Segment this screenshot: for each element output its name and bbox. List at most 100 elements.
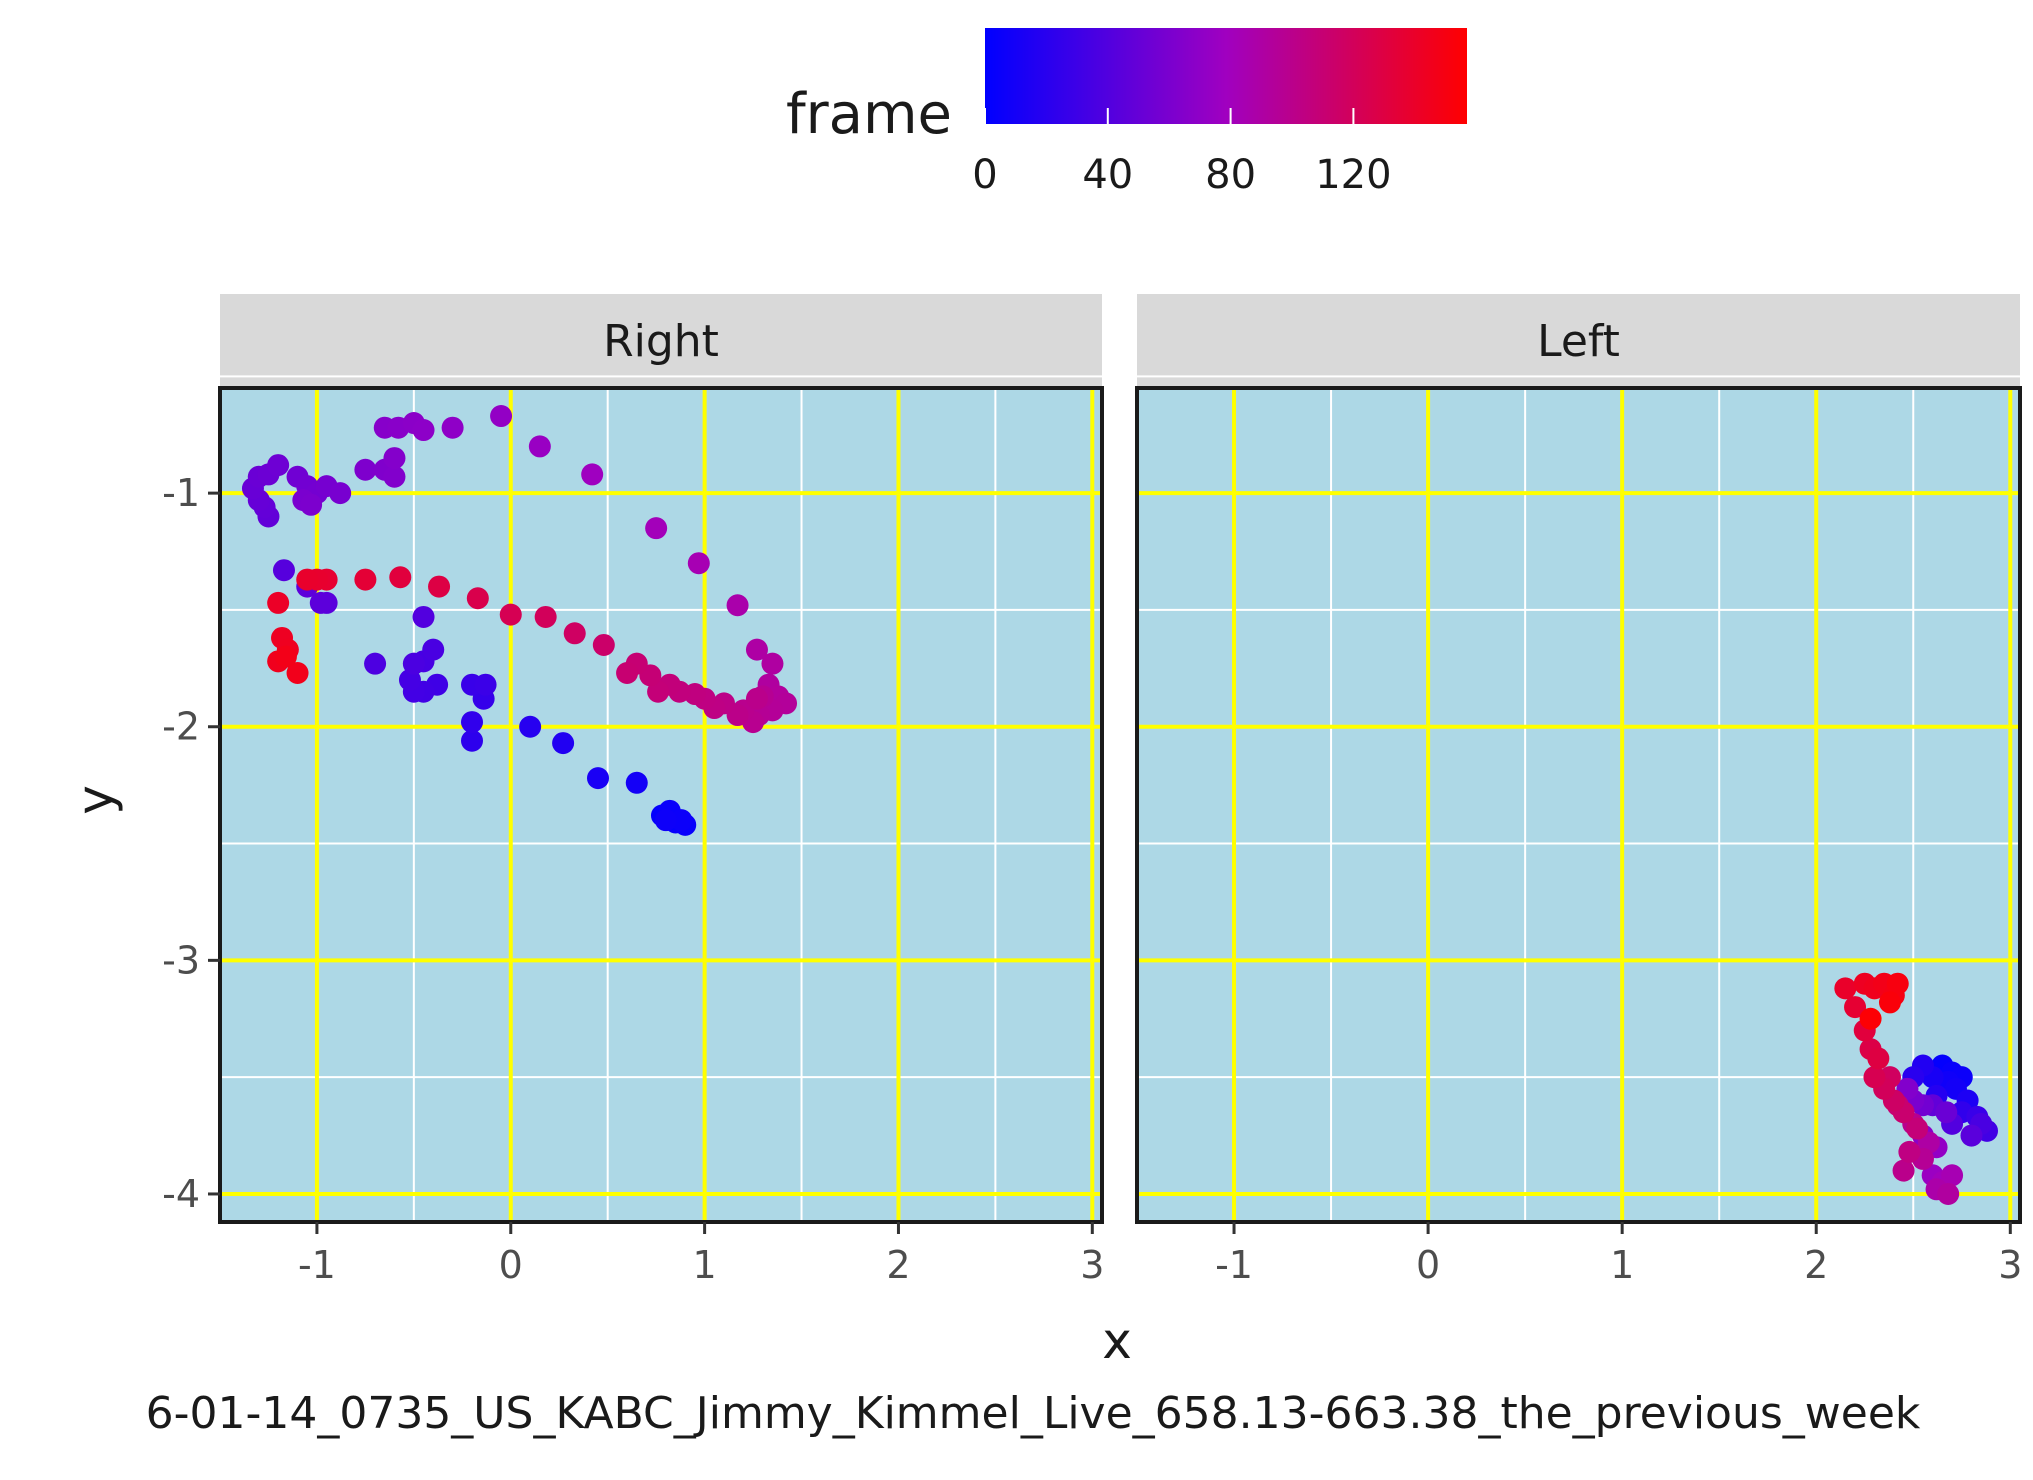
data-point — [286, 662, 309, 685]
color-legend: frame 0 40 80 120 — [786, 28, 1467, 198]
data-point — [490, 405, 513, 428]
data-points — [241, 405, 798, 836]
data-point — [1960, 1124, 1983, 1147]
facet-strip — [220, 294, 1102, 388]
x-tick-label: 0 — [1416, 1243, 1440, 1287]
data-point — [474, 673, 497, 696]
data-point — [383, 465, 406, 488]
y-tick-label: -4 — [162, 1172, 200, 1216]
data-point — [745, 638, 768, 661]
facet-panel-right: Right -1 0 1 2 3 — [218, 294, 1104, 1287]
data-points — [1834, 972, 1999, 1205]
data-point — [499, 603, 522, 626]
legend-tick-label: 80 — [1205, 152, 1256, 198]
data-point — [761, 652, 784, 675]
x-tick-label: 1 — [693, 1243, 717, 1287]
data-point — [552, 732, 575, 755]
data-point — [428, 575, 451, 598]
data-point — [364, 652, 387, 675]
x-tick-label: 0 — [499, 1243, 523, 1287]
data-point — [687, 552, 710, 575]
data-point — [1941, 1164, 1964, 1187]
chart-caption: 6-01-14_0735_US_KABC_Jimmy_Kimmel_Live_6… — [146, 1388, 1921, 1439]
data-point — [616, 662, 639, 685]
data-point — [461, 729, 483, 752]
x-tick-label: 3 — [1998, 1243, 2022, 1287]
x-tick-label: 2 — [1804, 1243, 1828, 1287]
x-tick-label: 2 — [886, 1243, 910, 1287]
data-point — [296, 568, 319, 591]
data-point — [329, 482, 352, 505]
legend-colorbar — [985, 28, 1467, 124]
y-tick-label: -1 — [162, 471, 200, 515]
facet-strip-label: Left — [1537, 316, 1620, 367]
legend-tick-label: 120 — [1315, 152, 1391, 198]
data-point — [1898, 1140, 1921, 1163]
data-point — [274, 645, 297, 668]
x-tick-label: -1 — [298, 1243, 336, 1287]
data-point — [726, 594, 749, 617]
data-point — [1935, 1101, 1958, 1124]
panel-border — [218, 386, 1104, 1224]
x-axis-title: x — [1102, 1312, 1132, 1370]
data-point — [534, 605, 557, 628]
data-point — [647, 680, 670, 703]
facet-panels: Right -1 0 1 2 3 Left -1 0 1 2 3 — [218, 294, 2022, 1287]
data-point — [1878, 991, 1901, 1014]
data-point — [1863, 1066, 1886, 1089]
data-point — [272, 559, 295, 582]
data-point — [466, 587, 489, 610]
grid-lines — [219, 375, 1102, 1222]
data-point — [461, 711, 483, 734]
data-point — [402, 652, 425, 675]
x-axis-left: -1 0 1 2 3 — [1215, 1222, 2022, 1287]
data-point — [267, 591, 290, 614]
data-point — [587, 767, 609, 790]
data-point — [267, 454, 290, 477]
data-point — [1892, 1159, 1915, 1182]
data-point — [1834, 977, 1857, 1000]
legend-title: frame — [786, 82, 952, 147]
data-point — [1906, 1117, 1929, 1140]
data-point — [592, 633, 615, 656]
y-tick-label: -3 — [162, 938, 200, 982]
data-point — [441, 416, 464, 439]
data-point — [745, 687, 768, 710]
data-point — [581, 463, 604, 486]
data-point — [563, 622, 586, 645]
data-point — [383, 447, 406, 470]
y-tick-label: -2 — [162, 705, 200, 749]
data-point — [1886, 972, 1909, 995]
data-point — [300, 493, 323, 516]
data-point — [309, 591, 332, 614]
data-point — [528, 435, 551, 458]
x-axis-right: -1 0 1 2 3 — [298, 1222, 1104, 1287]
data-point — [354, 568, 377, 591]
facet-strip — [1137, 294, 2020, 388]
data-point — [1867, 1047, 1890, 1070]
x-tick-label: 1 — [1610, 1243, 1634, 1287]
panel-border — [1135, 386, 2022, 1224]
legend-ticks: 0 40 80 120 — [972, 108, 1392, 198]
legend-tick-label: 40 — [1082, 152, 1133, 198]
data-point — [625, 771, 648, 794]
facet-strip-label: Right — [603, 316, 719, 367]
data-point — [354, 458, 377, 481]
data-point — [389, 566, 412, 589]
data-point — [422, 638, 445, 661]
data-point — [654, 809, 677, 832]
data-point — [1859, 1007, 1882, 1030]
data-point — [412, 419, 435, 442]
facet-panel-left: Left -1 0 1 2 3 — [1135, 294, 2022, 1287]
y-axis: -1 -2 -3 -4 — [162, 471, 220, 1216]
data-point — [519, 715, 542, 738]
legend-tick-label: 0 — [972, 152, 997, 198]
data-point — [412, 605, 435, 628]
x-tick-label: -1 — [1215, 1243, 1253, 1287]
x-tick-label: 3 — [1080, 1243, 1104, 1287]
data-point — [645, 517, 668, 540]
data-point — [1937, 1182, 1960, 1205]
data-point — [670, 809, 693, 832]
data-point — [1844, 996, 1867, 1019]
